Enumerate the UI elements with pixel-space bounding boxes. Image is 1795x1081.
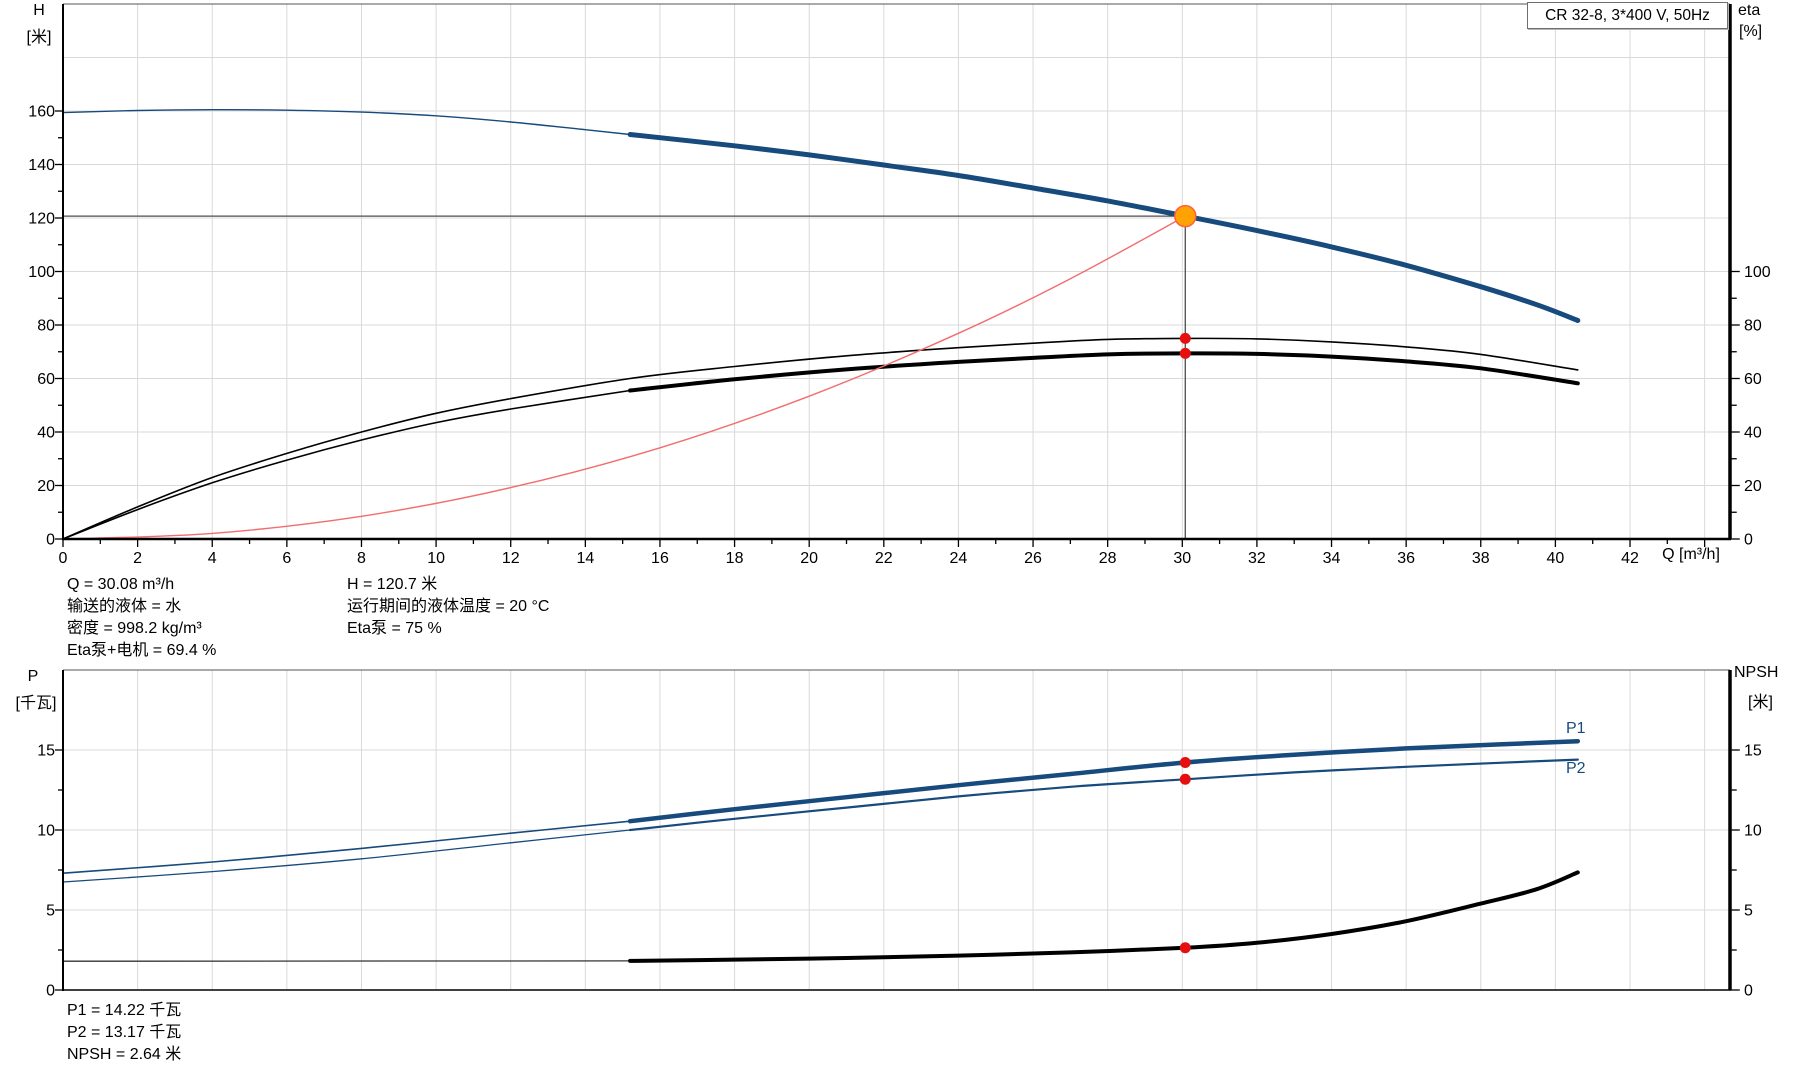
svg-text:14: 14 <box>576 550 594 567</box>
svg-text:40: 40 <box>1546 550 1564 567</box>
svg-text:12: 12 <box>502 550 520 567</box>
npsh-curve <box>628 870 1580 963</box>
svg-text:16: 16 <box>651 550 669 567</box>
svg-text:30: 30 <box>1173 550 1191 567</box>
result-annotations: P1 = 14.22 千瓦 P2 = 13.17 千瓦 NPSH = 2.64 米 <box>67 1000 181 1066</box>
annotation-line-2: NPSH = 2.64 米 <box>67 1046 182 1063</box>
svg-text:24: 24 <box>950 550 968 567</box>
eta-axis-unit: [%] <box>1739 23 1763 40</box>
annotation-line-1: P2 = 13.17 千瓦 <box>67 1024 182 1041</box>
svg-text:42: 42 <box>1621 550 1639 567</box>
svg-text:60: 60 <box>1744 371 1762 388</box>
svg-text:80: 80 <box>1744 318 1762 335</box>
svg-text:40: 40 <box>37 425 55 442</box>
svg-text:6: 6 <box>282 550 291 567</box>
h-axis-unit: [米] <box>26 29 52 46</box>
hq-chart-series <box>62 108 1581 540</box>
svg-text:26: 26 <box>1024 550 1042 567</box>
p-axis-unit: [千瓦] <box>15 695 57 712</box>
annotation-line-0: Q = 30.08 m³/h <box>67 576 175 593</box>
npsh-axis-label: NPSH <box>1734 664 1779 681</box>
eta-total-curve <box>628 351 1580 393</box>
svg-text:0: 0 <box>46 983 55 1000</box>
svg-text:0: 0 <box>46 532 55 549</box>
svg-text:0: 0 <box>1744 532 1753 549</box>
svg-text:100: 100 <box>1744 264 1771 281</box>
p1-dot <box>1179 756 1191 768</box>
svg-text:36: 36 <box>1397 550 1415 567</box>
duty-annotations-left: Q = 30.08 m³/h 输送的液体 = 水密度 = 998.2 kg/m³ E… <box>67 574 216 662</box>
p2-curve-label: P2 <box>1566 760 1586 777</box>
svg-text:20: 20 <box>1744 478 1762 495</box>
power-npsh-chart-grid <box>63 669 1730 990</box>
svg-text:160: 160 <box>28 104 55 121</box>
svg-text:2: 2 <box>133 550 142 567</box>
annotation-line-3: Eta泵+电机 = 69.4 % <box>67 642 217 659</box>
svg-text:60: 60 <box>37 371 55 388</box>
svg-text:15: 15 <box>1744 743 1762 760</box>
duty-point-marker[interactable] <box>1174 204 1197 228</box>
p2-curve <box>629 758 1579 832</box>
eta-total-dot <box>1179 347 1191 359</box>
duty-annotations-right: H = 120.7 米运行期间的液体温度 = 20 °C Eta泵 = 75 % <box>347 574 549 640</box>
svg-text:100: 100 <box>28 264 55 281</box>
annotation-line-1: 输送的液体 = 水 <box>67 598 182 615</box>
p1-curve-label: P1 <box>1566 720 1586 737</box>
hq-chart-axes: 0 2 4 6 8 10 12 14 16 18 20 22 24 26 28 30 32 34 36 38 40 420… <box>28 4 1771 567</box>
power-npsh-chart-axes: 0 5 10 15 0 5 10 15 <box>37 670 1762 1000</box>
h-axis-label: H <box>33 2 45 19</box>
eta-pump-curve <box>62 337 1579 540</box>
svg-text:20: 20 <box>37 478 55 495</box>
svg-text:80: 80 <box>37 318 55 335</box>
svg-text:22: 22 <box>875 550 893 567</box>
svg-text:38: 38 <box>1472 550 1490 567</box>
p1-curve-extension <box>62 820 631 874</box>
pump-model-title: CR 32-8, 3*400 V, 50Hz <box>1527 2 1728 29</box>
svg-text:10: 10 <box>427 550 445 567</box>
hq-curve <box>627 132 1581 323</box>
svg-text:20: 20 <box>800 550 818 567</box>
affinity-parabola <box>62 215 1186 540</box>
svg-text:0: 0 <box>1744 983 1753 1000</box>
eta-total-curve-extension <box>62 389 631 540</box>
svg-text:32: 32 <box>1248 550 1266 567</box>
svg-text:28: 28 <box>1099 550 1117 567</box>
svg-text:140: 140 <box>28 157 55 174</box>
svg-text:10: 10 <box>1744 823 1762 840</box>
npsh-axis-unit: [米] <box>1748 694 1773 711</box>
hq-curve-extension <box>62 108 631 136</box>
svg-text:34: 34 <box>1323 550 1341 567</box>
hq-chart-grid <box>63 3 1730 539</box>
q-axis-label: Q [m³/h] <box>1662 546 1720 563</box>
power-npsh-chart-series <box>62 738 1581 963</box>
svg-text:18: 18 <box>726 550 744 567</box>
annotation-line-0: H = 120.7 米 <box>347 576 438 593</box>
hq-chart-crosshair <box>63 215 1186 539</box>
npsh-dot <box>1179 942 1191 954</box>
svg-text:15: 15 <box>37 743 55 760</box>
p1-curve <box>627 738 1581 824</box>
hq-chart-markers <box>1174 204 1197 359</box>
p-axis-label: P <box>27 668 39 685</box>
eta-pump-dot <box>1179 332 1191 344</box>
annotation-line-2: 密度 = 998.2 kg/m³ <box>67 620 202 637</box>
annotation-line-1: 运行期间的液体温度 = 20 °C <box>347 598 550 615</box>
svg-text:8: 8 <box>357 550 366 567</box>
svg-text:5: 5 <box>46 903 55 920</box>
svg-text:4: 4 <box>208 550 217 567</box>
svg-text:0: 0 <box>59 550 68 567</box>
svg-text:40: 40 <box>1744 425 1762 442</box>
power-npsh-chart-markers <box>1179 756 1191 954</box>
svg-text:120: 120 <box>28 211 55 228</box>
annotation-line-0: P1 = 14.22 千瓦 <box>67 1002 182 1019</box>
svg-text:10: 10 <box>37 823 55 840</box>
p2-dot <box>1179 773 1191 785</box>
annotation-line-2: Eta泵 = 75 % <box>347 620 442 637</box>
eta-axis-label: eta <box>1738 2 1761 19</box>
p2-curve-extension <box>62 829 631 883</box>
svg-text:5: 5 <box>1744 903 1753 920</box>
